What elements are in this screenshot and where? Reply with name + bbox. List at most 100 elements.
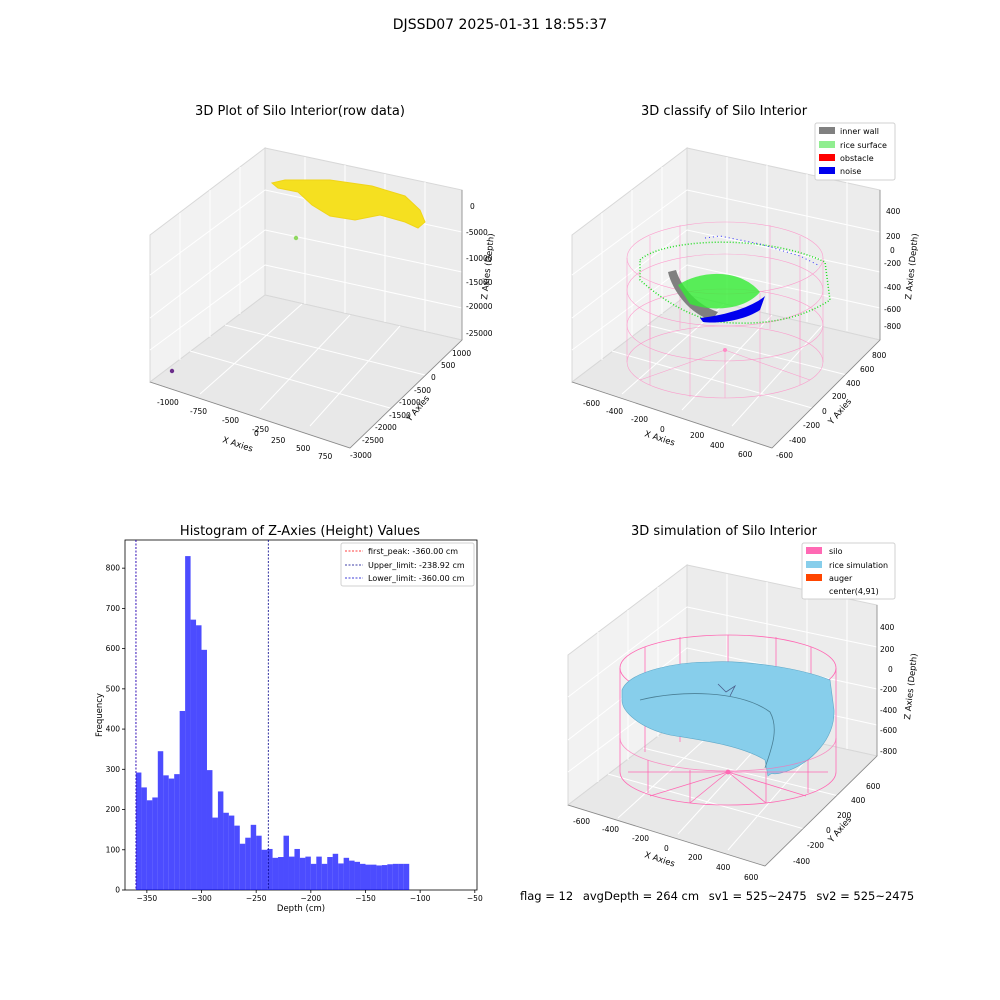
classify-z-tick: -200: [884, 259, 901, 268]
classify-y-tick: 200: [832, 392, 847, 401]
histogram-vlines: [135, 540, 269, 890]
histogram-x-tick-label: −200: [301, 894, 322, 903]
raw-y-tick-labels: 1000 500 0 -500 -1000 -1500 -2000 -2500 …: [350, 349, 471, 460]
classify-x-tick: 400: [710, 441, 725, 450]
simulation-y-tick: 400: [851, 796, 866, 805]
classify-legend: inner wall rice surface obstacle noise: [814, 122, 896, 181]
histogram-bar: [343, 857, 350, 890]
simulation-x-axis-label: X Axies: [643, 850, 676, 869]
histogram-bar: [360, 863, 366, 890]
histogram-bar: [398, 863, 404, 890]
histogram-bar: [327, 857, 333, 890]
simulation-rice-surface: [621, 661, 835, 777]
histogram-bar: [332, 853, 339, 890]
histogram-y-tick-label: 400: [106, 725, 121, 734]
raw-outlier-green: [293, 235, 299, 241]
figure-title: DJSSD07 2025-01-31 18:55:37: [392, 17, 608, 33]
histogram-bar: [201, 649, 207, 890]
histogram-bar: [239, 843, 246, 890]
histogram-x-axis-label: Depth (cm): [277, 904, 325, 914]
histogram-y-axis-label: Frequency: [95, 693, 105, 737]
histogram-y-tick-label: 500: [106, 684, 121, 693]
histogram-bar: [370, 864, 377, 890]
histogram-y-tick-label: 200: [106, 805, 121, 814]
histogram-bar: [206, 770, 213, 890]
histogram-bar: [228, 815, 235, 890]
histogram-x-tick-label: −350: [137, 894, 158, 903]
raw-y-tick: -3000: [350, 451, 372, 460]
histogram-bar: [163, 775, 169, 890]
raw-x-tick: -1000: [157, 398, 179, 407]
simulation-panel-title: 3D simulation of Silo Interior: [631, 524, 817, 539]
histogram-bar: [294, 848, 300, 890]
histogram-bar: [152, 797, 158, 890]
classify-gridlines: [571, 157, 881, 427]
raw-x-tick: -750: [190, 407, 207, 416]
histogram-x-tick-label: −150: [355, 894, 376, 903]
simulation-z-tick: 400: [880, 623, 895, 632]
classify-y-tick: -600: [776, 451, 793, 460]
classify-z-tick: 400: [886, 207, 901, 216]
histogram-x-ticks: −350 −300 −250 −200 −150 −100 −50: [137, 890, 483, 903]
simulation-x-tick: 400: [716, 863, 731, 872]
legend-label-auger: auger: [829, 574, 853, 583]
legend-label-rice-simulation: rice simulation: [829, 561, 888, 570]
legend-label-inner-wall: inner wall: [840, 127, 879, 136]
simulation-y-tick: 600: [866, 782, 881, 791]
simulation-x-tick: 200: [688, 853, 703, 862]
histogram-bar: [141, 787, 147, 890]
legend-label-noise: noise: [840, 167, 861, 176]
histogram-bar: [305, 856, 311, 890]
histogram-bar: [365, 864, 371, 890]
legend-label-first-peak: first_peak: -360.00 cm: [368, 547, 458, 556]
raw-z-tick: -25000: [466, 329, 493, 338]
raw-outlier-purple: [169, 368, 175, 374]
simulation-legend: silo rice simulation auger center(4,91): [801, 542, 896, 600]
histogram-legend: first_peak: -360.00 cm Upper_limit: -238…: [340, 542, 475, 587]
histogram-bar: [354, 861, 361, 890]
histogram-bar: [174, 774, 180, 890]
raw-point-cloud: [169, 179, 426, 374]
classify-y-tick: -400: [789, 436, 806, 445]
raw-y-tick: -500: [414, 386, 431, 395]
histogram-bar: [403, 863, 410, 890]
sv2-value: sv2 = 525~2475: [816, 889, 915, 903]
histogram-bar: [321, 863, 328, 890]
histogram-bar: [146, 800, 153, 890]
simulation-y-tick-labels: 600 400 200 0 -200 -400: [793, 782, 881, 866]
classify-x-tick: 600: [738, 450, 753, 459]
raw-x-tick: 750: [318, 452, 333, 461]
simulation-rice: [621, 661, 835, 777]
histogram-bar: [212, 817, 218, 890]
legend-label-silo: silo: [829, 547, 843, 556]
histogram-bar: [223, 812, 229, 890]
raw-x-tick: -250: [252, 425, 269, 434]
raw-x-tick: 0: [254, 429, 259, 438]
simulation-x-tick: 0: [664, 844, 669, 853]
simulation-y-tick: 200: [837, 811, 852, 820]
histogram-x-tick-label: −300: [191, 894, 212, 903]
histogram-bar: [349, 860, 355, 890]
legend-swatch-rice-surface: [819, 141, 835, 148]
classify-z-tick: 0: [890, 246, 895, 255]
legend-label-center: center(4,91): [829, 587, 879, 596]
classify-noise-blue: [700, 296, 765, 323]
simulation-x-tick-labels: -600 -400 -200 0 200 400 600: [573, 817, 759, 882]
classify-rice-surface: [639, 235, 831, 352]
histogram-bar: [278, 857, 284, 890]
histogram-y-tick-label: 700: [106, 604, 121, 613]
histogram-bar: [185, 556, 191, 890]
sv1-value: sv1 = 525~2475: [708, 889, 807, 903]
legend-swatch-obstacle: [819, 154, 835, 161]
simulation-z-tick: -600: [880, 726, 897, 735]
classify-z-tick-labels: 400 200 0 -200 -400 -600 -800: [884, 207, 901, 331]
raw-points-main: [270, 179, 426, 229]
histogram-bar: [392, 863, 399, 890]
histogram-bar: [135, 772, 142, 890]
classify-x-tick: -400: [606, 407, 623, 416]
histogram-bar: [196, 625, 202, 890]
legend-swatch-auger: [806, 574, 822, 581]
raw-x-tick: 500: [296, 444, 311, 453]
